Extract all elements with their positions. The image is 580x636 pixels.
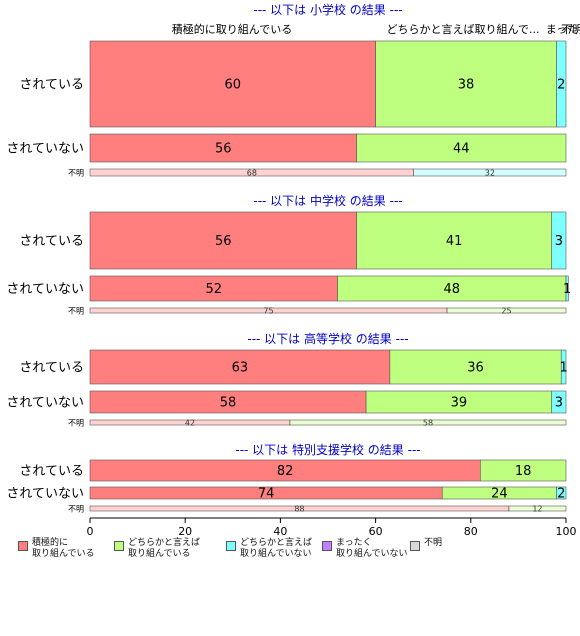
legend-swatch: [410, 541, 420, 551]
bar-segment: [89, 211, 357, 270]
legend: 積極的に 取り組んでいる どちらかと言えば 取り組んでいる どちらかと言えば 取り組…: [18, 538, 578, 568]
panel-title: --- 以下は 特別支援学校 の結果 ---: [235, 442, 420, 457]
row-label: 不明: [68, 168, 84, 177]
top-label-overlap: まった: [546, 23, 579, 36]
data-label: 32: [485, 168, 495, 177]
bar-segment: [337, 275, 567, 302]
data-label: 75: [263, 306, 273, 315]
row-label: されていない: [6, 487, 84, 502]
bar-segment: [89, 275, 338, 302]
data-label: 68: [247, 168, 257, 177]
bar-segment: [565, 275, 569, 302]
bar-segment: [289, 419, 567, 426]
bar-segment: [556, 40, 567, 128]
row-label: 不明: [68, 504, 84, 513]
top-label-positive: 積極的に取り組んでいる: [172, 22, 292, 36]
bar-segment: [480, 459, 567, 482]
data-label: 88: [294, 504, 304, 513]
data-label: 18: [515, 464, 532, 479]
legend-label: 不明: [424, 538, 443, 548]
data-label: 1: [563, 282, 571, 297]
legend-item: どちらかと言えば 取り組んでいない: [226, 538, 312, 560]
x-tick-label: 20: [178, 525, 192, 538]
data-label: 25: [501, 306, 511, 315]
x-tick-label: 100: [556, 525, 577, 538]
data-label: 24: [491, 487, 508, 502]
bar-segment: [356, 133, 567, 163]
x-tick-label: 60: [369, 525, 383, 538]
bar-segment: [556, 486, 567, 500]
data-label: 2: [557, 487, 565, 502]
bar-segment: [413, 168, 567, 177]
bar-segment: [551, 211, 567, 270]
data-label: 58: [423, 418, 433, 427]
bar-segment: [446, 307, 567, 314]
row-label: されている: [19, 234, 84, 249]
x-tick-label: 80: [464, 525, 478, 538]
legend-swatch: [114, 541, 124, 551]
panel-title: --- 以下は 中学校 の結果 ---: [253, 193, 402, 208]
data-label: 42: [185, 418, 195, 427]
data-label: 2: [557, 78, 565, 93]
legend-swatch: [18, 541, 28, 551]
row-label: されている: [19, 78, 84, 93]
legend-label: どちらかと言えば 取り組んでいない: [240, 538, 313, 559]
bar-segment: [508, 505, 567, 512]
data-label: 48: [443, 282, 460, 297]
legend-item: まったく 取り組んでいない: [322, 538, 408, 560]
bar-segment: [89, 133, 357, 163]
top-label-unknown: 不明: [561, 23, 580, 36]
row-label: 不明: [68, 418, 84, 427]
row-label: されていない: [6, 396, 84, 411]
bar-segment: [560, 349, 567, 385]
bar-segment: [389, 349, 562, 385]
row-label: されている: [19, 361, 84, 376]
row-label: 不明: [68, 306, 84, 315]
top-label-somewhat-positive: どちらかと言えば取り組んで...: [387, 23, 540, 36]
data-label: 56: [215, 234, 232, 249]
row-label: されている: [19, 464, 84, 479]
row-label: されていない: [6, 282, 84, 297]
bar-segment: [375, 40, 557, 128]
bar-segment: [551, 390, 567, 414]
legend-item: 不明: [410, 538, 442, 551]
data-label: 38: [458, 78, 475, 93]
data-label: 1: [559, 361, 567, 376]
legend-label: 積極的に 取り組んでいる: [32, 538, 95, 559]
data-label: 12: [532, 504, 542, 513]
legend-label: どちらかと言えば 取り組んでいる: [128, 538, 201, 559]
panel-title: --- 以下は 高等学校 の結果 ---: [247, 331, 408, 346]
legend-swatch: [226, 541, 236, 551]
data-label: 44: [453, 142, 470, 157]
bar-segment: [89, 40, 376, 128]
data-label: 63: [232, 361, 249, 376]
data-label: 39: [451, 396, 468, 411]
x-tick-label: 0: [87, 525, 94, 538]
legend-item: 積極的に 取り組んでいる: [18, 538, 95, 560]
data-label: 36: [467, 361, 484, 376]
data-label: 58: [220, 396, 237, 411]
data-label: 3: [555, 396, 563, 411]
data-label: 56: [215, 142, 232, 157]
data-label: 60: [225, 78, 242, 93]
bar-segment: [356, 211, 553, 270]
data-label: 82: [277, 464, 294, 479]
legend-item: どちらかと言えば 取り組んでいる: [114, 538, 200, 560]
data-label: 74: [258, 487, 275, 502]
panel-title: --- 以下は 小学校 の結果 ---: [253, 2, 402, 17]
data-label: 52: [205, 282, 222, 297]
data-label: 41: [446, 234, 463, 249]
data-label: 3: [555, 234, 563, 249]
legend-label: まったく 取り組んでいない: [336, 538, 408, 559]
legend-swatch: [322, 541, 332, 551]
row-label: されていない: [6, 142, 84, 157]
x-tick-label: 40: [273, 525, 287, 538]
